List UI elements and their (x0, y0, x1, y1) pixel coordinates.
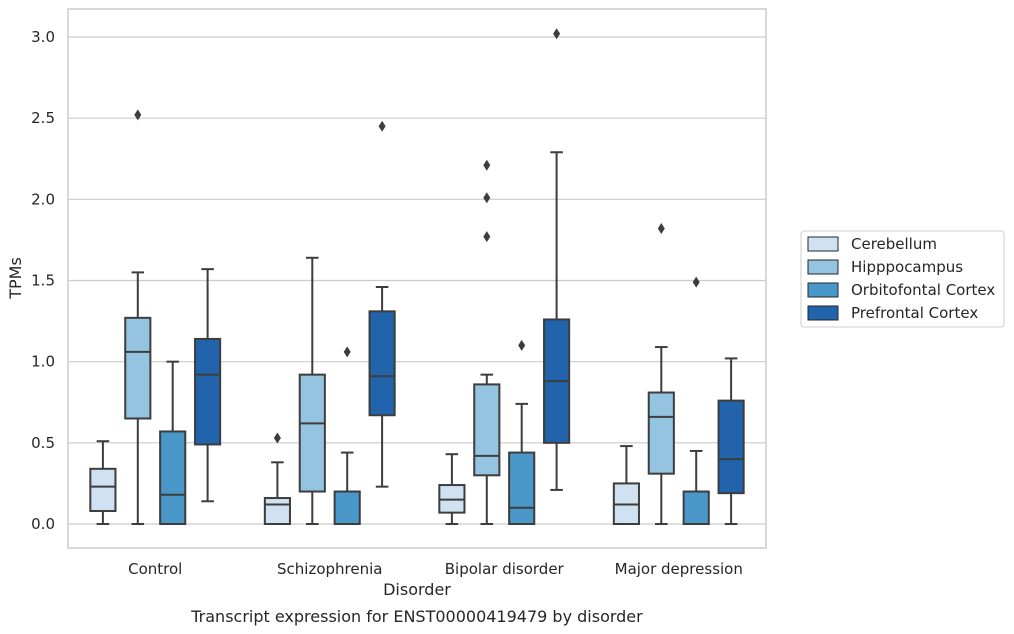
y-tick-label: 0.5 (31, 434, 55, 452)
outlier-point (518, 339, 526, 351)
box-orbitofontal-cortex (159, 360, 187, 525)
legend-swatch (807, 305, 839, 321)
legend-swatch (807, 282, 839, 298)
x-tick-label: Control (128, 560, 182, 578)
box-prefrontal-cortex (194, 268, 222, 503)
legend-label: Orbitofontal Cortex (851, 281, 995, 299)
box-body (194, 337, 222, 446)
chart-caption: Transcript expression for ENST0000041947… (190, 607, 643, 626)
outlier-point (273, 432, 281, 444)
box-orbitofontal-cortex (508, 339, 536, 525)
box-body (717, 399, 745, 495)
outlier-point (134, 109, 142, 121)
box-body (647, 391, 675, 475)
box-body (333, 490, 361, 525)
box-body (368, 310, 396, 417)
outlier-point (553, 28, 561, 40)
box-hipppocampus (124, 109, 152, 525)
x-tick-label: Major depression (615, 560, 743, 578)
legend-label: Hipppocampus (851, 258, 963, 276)
y-axis-ticks: 0.0 0.5 1.0 1.5 2.0 2.5 3.0 (31, 28, 55, 533)
box-cerebellum (263, 432, 291, 526)
y-tick-label: 1.5 (31, 272, 55, 290)
legend: Cerebellum Hipppocampus Orbitofontal Corte… (800, 230, 1005, 328)
box-body (298, 373, 326, 493)
x-axis-title: Disorder (383, 580, 451, 599)
box-series (89, 28, 745, 526)
plot-frame (67, 8, 767, 549)
outlier-point (343, 346, 351, 358)
box-hipppocampus (647, 223, 675, 525)
outlier-point (692, 276, 700, 288)
x-tick-label: Schizophrenia (277, 560, 382, 578)
legend-label: Prefrontal Cortex (851, 304, 978, 322)
box-cerebellum (612, 445, 640, 525)
box-orbitofontal-cortex (682, 276, 710, 525)
outlier-point (378, 120, 386, 132)
outlier-point (483, 159, 491, 171)
box-orbitofontal-cortex (333, 346, 361, 525)
y-tick-label: 0.0 (31, 515, 55, 533)
x-tick-label: Bipolar disorder (445, 560, 565, 578)
y-tick-label: 1.0 (31, 353, 55, 371)
box-cerebellum (438, 453, 466, 525)
box-body (89, 467, 117, 513)
legend-swatch (807, 259, 839, 275)
box-body (682, 490, 710, 525)
box-cerebellum (89, 440, 117, 525)
outlier-point (657, 223, 665, 235)
box-prefrontal-cortex (717, 357, 745, 525)
box-body (263, 497, 291, 526)
box-body (159, 430, 187, 525)
x-axis-ticks: Control Schizophrenia Bipolar disorder Majo… (128, 560, 743, 578)
outlier-point (483, 192, 491, 204)
y-axis-title: TPMs (6, 257, 25, 300)
legend-label: Cerebellum (851, 235, 937, 253)
outlier-point (483, 231, 491, 243)
y-tick-label: 2.5 (31, 109, 55, 127)
y-tick-label: 2.0 (31, 190, 55, 208)
box-prefrontal-cortex (543, 28, 571, 491)
box-prefrontal-cortex (368, 120, 396, 488)
box-hipppocampus (298, 256, 326, 525)
legend-swatch (807, 236, 839, 252)
box-body (124, 316, 152, 420)
y-tick-label: 3.0 (31, 28, 55, 46)
box-body (473, 383, 501, 477)
box-body (508, 451, 536, 525)
legend-frame (800, 230, 1005, 328)
box-hipppocampus (473, 159, 501, 525)
